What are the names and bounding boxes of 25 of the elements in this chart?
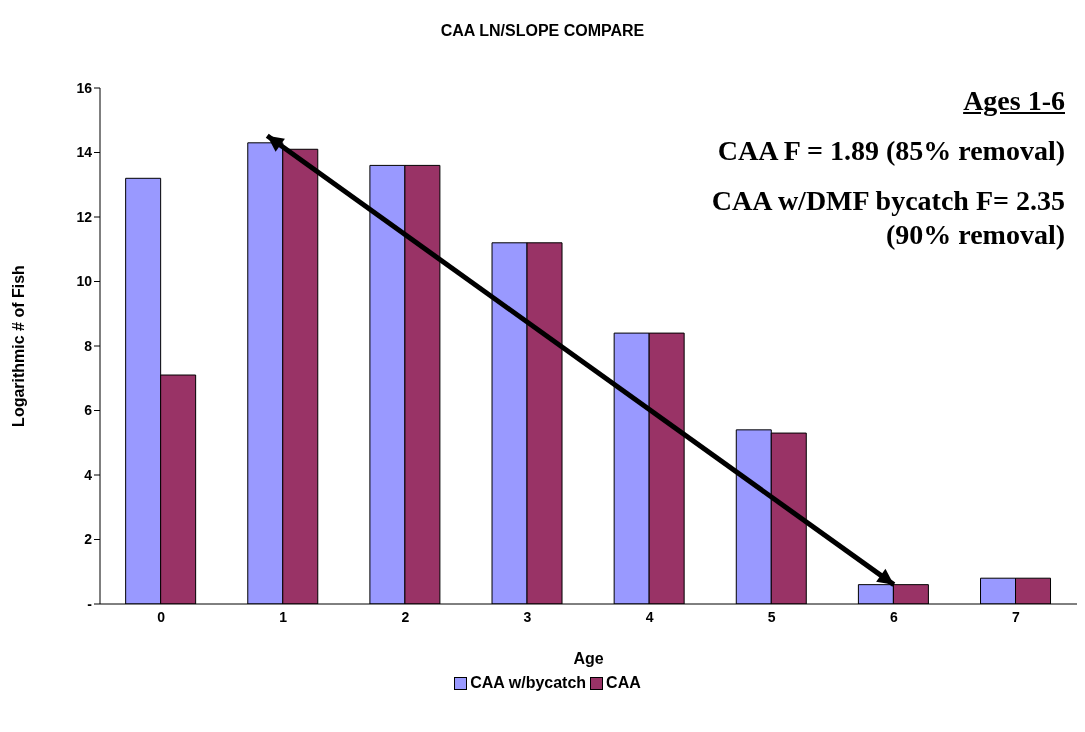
x-tick-label: 0 (157, 608, 166, 625)
annotation: Ages 1-6 (962, 84, 1065, 118)
y-tick-label: 6 (84, 402, 93, 419)
x-tick-label: 7 (1012, 608, 1021, 625)
x-tick-label: 3 (523, 608, 532, 625)
x-tick-label: 6 (889, 608, 898, 625)
x-axis-title: Age (573, 650, 604, 667)
y-tick-label: 8 (84, 337, 93, 354)
y-tick-label: 4 (84, 466, 93, 483)
x-tick-label: 1 (279, 608, 288, 625)
annotation: CAA w/DMF bycatch F= 2.35 (90% removal) (710, 184, 1065, 252)
y-tick-label: 2 (84, 531, 93, 548)
y-tick-label: 12 (76, 208, 93, 225)
x-tick-label: 2 (401, 608, 410, 625)
y-tick-label: 14 (76, 144, 93, 161)
y-axis-title: Logarithmic # of Fish (9, 265, 27, 427)
annotation: CAA F = 1.89 (85% removal) (716, 134, 1065, 168)
x-tick-label: 4 (645, 608, 654, 625)
y-tick-label: 16 (76, 79, 93, 96)
y-tick-label: - (87, 595, 93, 612)
x-tick-label: 5 (767, 608, 776, 625)
chart-title: CAA LN/SLOPE COMPARE (439, 22, 646, 40)
legend-label: CAA w/bycatch (470, 674, 587, 692)
y-tick-label: 10 (76, 273, 93, 290)
legend-label: CAA (606, 674, 641, 692)
